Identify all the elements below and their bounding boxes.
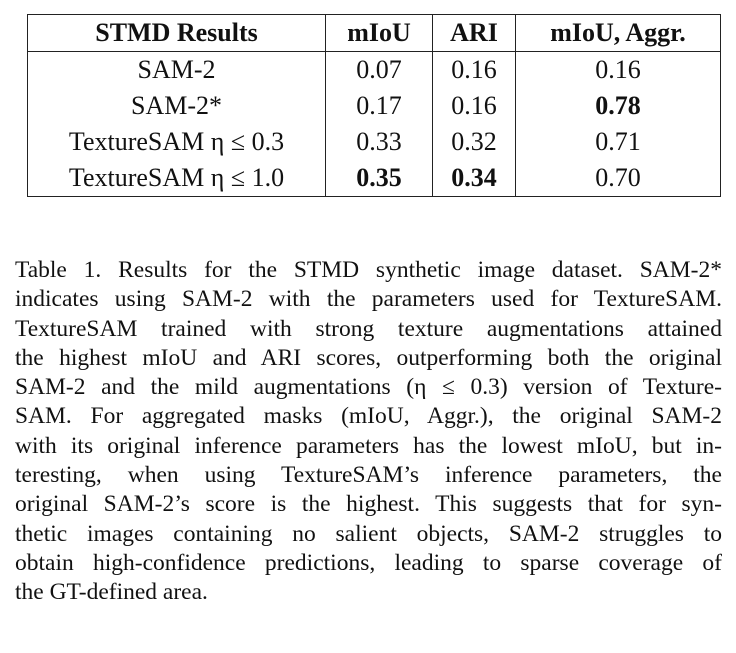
- table-row: SAM-2 0.07 0.16 0.16: [27, 51, 721, 88]
- table-cell: 0.35: [325, 160, 433, 197]
- table-cell: TextureSAM η ≤ 1.0: [27, 160, 326, 197]
- table-cell: 0.17: [325, 88, 433, 124]
- table-cell: 0.32: [432, 124, 516, 160]
- table-cell: 0.07: [325, 51, 433, 88]
- table-row: TextureSAM η ≤ 1.0 0.35 0.34 0.70: [27, 160, 721, 197]
- caption-line: SAM. For aggregated masks (mIoU, Aggr.),…: [15, 403, 722, 430]
- results-table: STMD Results mIoU ARI mIoU, Aggr. SAM-2 0.07…: [27, 14, 721, 197]
- header-cell: mIoU, Aggr.: [515, 14, 721, 52]
- caption-line: TextureSAM trained with strong texture a…: [15, 315, 722, 342]
- header-row: STMD Results mIoU ARI mIoU, Aggr.: [27, 14, 721, 52]
- caption-line: SAM-2 and the mild augmentations (η ≤ 0.…: [15, 374, 722, 401]
- caption-line: Table 1. Results for the STMD synthetic …: [15, 257, 722, 283]
- caption-line: the GT-defined area.: [15, 579, 208, 606]
- table-cell: 0.33: [325, 124, 433, 160]
- caption-line: obtain high-confidence predictions, lead…: [15, 549, 722, 576]
- table-cell: 0.71: [515, 124, 721, 160]
- caption-line: with its original inference parameters h…: [15, 432, 722, 459]
- table-cell: 0.70: [515, 160, 721, 197]
- table-body: SAM-2 0.07 0.16 0.16 SAM-2* 0.17 0.16 0.78 Textu…: [27, 51, 721, 197]
- caption-line: indicates using SAM-2 with the parameter…: [15, 286, 722, 313]
- table-cell: 0.34: [432, 160, 516, 197]
- caption-line: the highest mIoU and ARI scores, outperf…: [15, 344, 722, 371]
- caption: Table 1. Results for the STMD synthetic …: [15, 256, 722, 608]
- header-cell: mIoU: [325, 14, 433, 52]
- header-cell: ARI: [432, 14, 516, 52]
- table-cell: SAM-2*: [27, 88, 326, 124]
- table-cell: TextureSAM η ≤ 0.3: [27, 124, 326, 160]
- table-row: TextureSAM η ≤ 0.3 0.33 0.32 0.71: [27, 124, 721, 160]
- table-cell: 0.16: [515, 51, 721, 88]
- caption-line: original SAM-2’s score is the highest. T…: [15, 491, 722, 518]
- table-cell: SAM-2: [27, 51, 326, 88]
- header-cell: STMD Results: [27, 14, 326, 52]
- table-cell: 0.16: [432, 51, 516, 88]
- caption-line: teresting, when using TextureSAM’s infer…: [15, 462, 722, 489]
- table-cell: 0.16: [432, 88, 516, 124]
- table-cell: 0.78: [515, 88, 721, 124]
- caption-line: thetic images containing no salient obje…: [15, 520, 722, 547]
- table-row: SAM-2* 0.17 0.16 0.78: [27, 88, 721, 124]
